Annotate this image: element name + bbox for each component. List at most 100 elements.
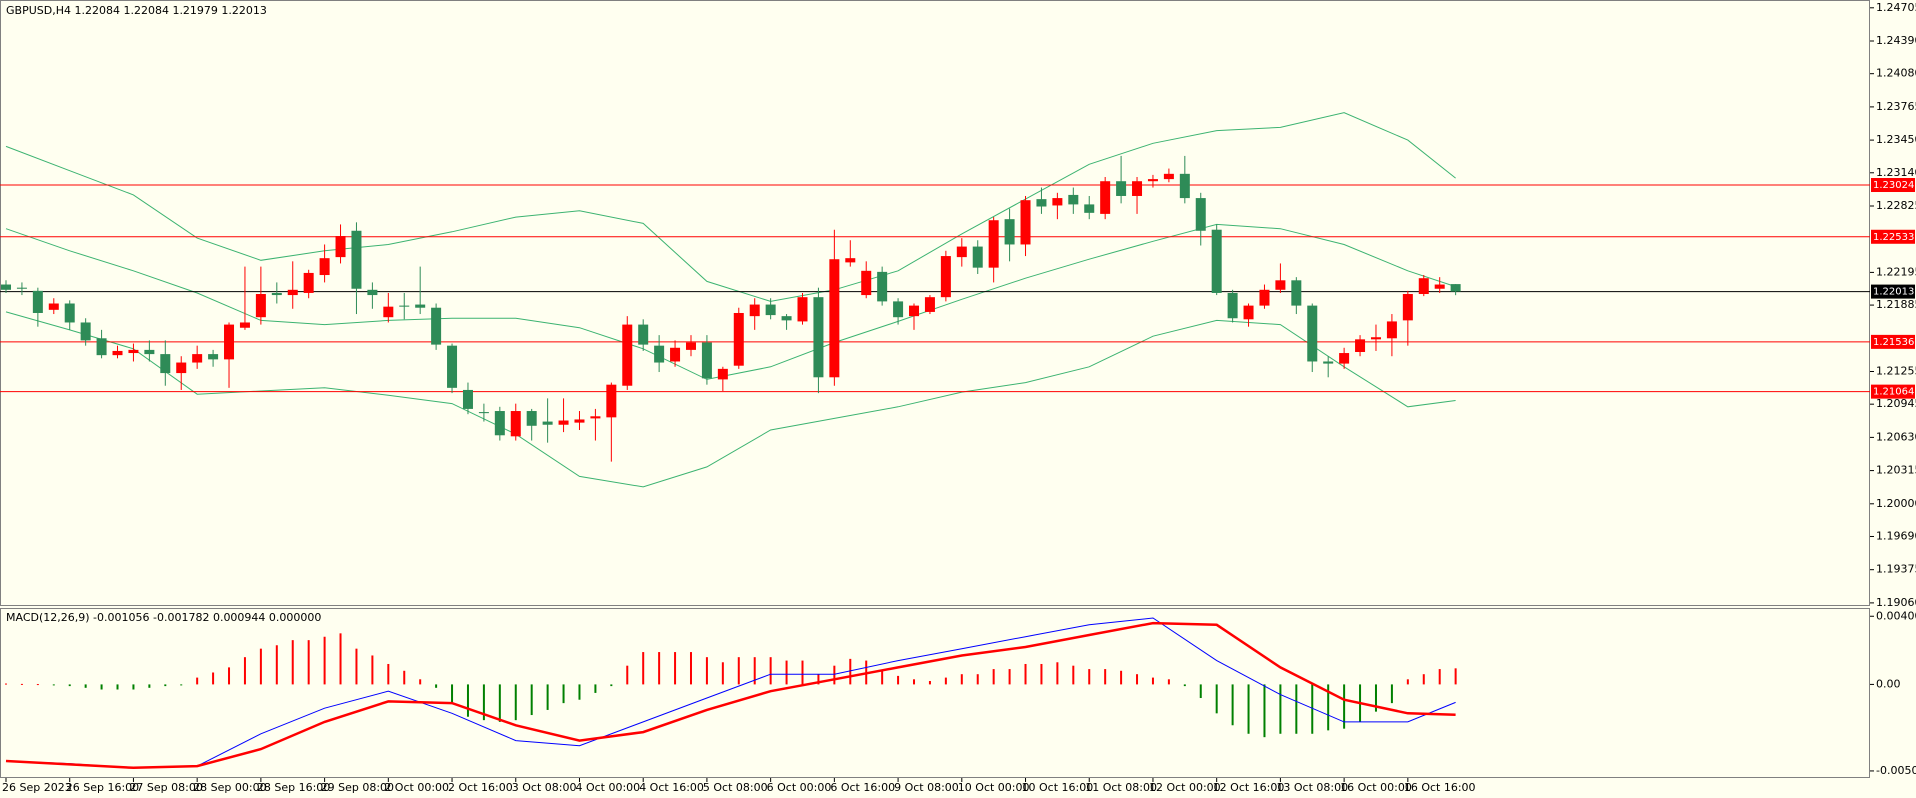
x-tick-label: 4 Oct 16:00 bbox=[639, 781, 704, 794]
candle-body bbox=[1052, 198, 1063, 206]
candle-body bbox=[303, 272, 314, 293]
candle-body bbox=[271, 292, 282, 296]
histogram-bar bbox=[833, 665, 836, 685]
histogram-bar bbox=[371, 655, 374, 685]
x-tick-label: 3 Oct 08:00 bbox=[512, 781, 577, 794]
candle-body bbox=[96, 338, 107, 356]
candle-body bbox=[208, 354, 219, 360]
histogram-bar bbox=[578, 684, 581, 700]
candle-body bbox=[112, 350, 123, 356]
candle-body bbox=[972, 246, 983, 268]
candle-body bbox=[574, 419, 585, 423]
histogram-bar bbox=[1199, 684, 1202, 699]
candle-body bbox=[239, 322, 250, 328]
candle-body bbox=[16, 287, 27, 289]
candle-body bbox=[1434, 284, 1445, 289]
candle-body bbox=[606, 384, 617, 418]
histogram-bar bbox=[291, 640, 294, 685]
histogram-bar bbox=[1056, 662, 1059, 685]
histogram-bar bbox=[721, 662, 724, 685]
candle-body bbox=[383, 306, 394, 318]
y-tick-label: 1.24390 bbox=[1876, 34, 1916, 47]
histogram-bar bbox=[992, 669, 995, 685]
x-tick-label: 12 Oct 16:00 bbox=[1213, 781, 1285, 794]
candle-body bbox=[80, 322, 91, 341]
candle-body bbox=[1323, 361, 1334, 364]
candle-body bbox=[192, 354, 203, 363]
y-tick-label: 1.19690 bbox=[1876, 529, 1916, 542]
candle-body bbox=[845, 258, 856, 263]
candle-body bbox=[877, 271, 888, 302]
histogram-bar bbox=[944, 677, 947, 685]
candle-body bbox=[733, 312, 744, 366]
candle-body bbox=[781, 316, 792, 321]
y-tick-label: 1.22195 bbox=[1876, 265, 1916, 278]
x-tick-label: 16 Oct 00:00 bbox=[1340, 781, 1412, 794]
histogram-bar bbox=[1279, 684, 1282, 734]
candle-body bbox=[622, 324, 633, 386]
histogram-bar bbox=[817, 674, 820, 685]
histogram-bar bbox=[849, 658, 852, 685]
candle-body bbox=[717, 368, 728, 380]
candle-body bbox=[654, 345, 665, 363]
level-label-bg bbox=[1871, 284, 1915, 299]
histogram-bar bbox=[196, 677, 199, 685]
candle-body bbox=[1004, 219, 1015, 245]
candle-body bbox=[510, 411, 521, 437]
level-label-bg bbox=[1871, 229, 1915, 244]
candle-body bbox=[287, 289, 298, 296]
candle-body bbox=[255, 294, 266, 318]
candle-body bbox=[1402, 294, 1413, 321]
x-tick-label: 6 Oct 00:00 bbox=[767, 781, 832, 794]
candle-body bbox=[1450, 284, 1461, 292]
macd-panel bbox=[0, 608, 1870, 778]
candle-body bbox=[1355, 339, 1366, 352]
histogram-bar bbox=[451, 684, 454, 704]
candle-body bbox=[909, 305, 920, 317]
histogram-bar bbox=[546, 684, 549, 710]
histogram-bar bbox=[658, 652, 661, 685]
x-tick-label: 13 Oct 08:00 bbox=[1276, 781, 1348, 794]
candle-body bbox=[1243, 305, 1254, 320]
indicator-line bbox=[5, 621, 1456, 770]
histogram-bar bbox=[1406, 679, 1409, 685]
candle-body bbox=[749, 304, 760, 317]
histogram-bar bbox=[68, 684, 71, 687]
histogram-bar bbox=[243, 657, 246, 685]
y-tick-label: 1.23450 bbox=[1876, 133, 1916, 146]
histogram-bar bbox=[897, 675, 900, 685]
candle-body bbox=[861, 270, 872, 296]
level-label: 1.22013 bbox=[1873, 287, 1914, 298]
level-label: 1.21064 bbox=[1873, 387, 1914, 398]
histogram-bar bbox=[180, 684, 183, 686]
histogram-bar bbox=[1040, 663, 1043, 685]
level-label: 1.21536 bbox=[1873, 337, 1914, 348]
x-tick-label: 6 Oct 16:00 bbox=[830, 781, 895, 794]
x-tick-label: 28 Sep 16:00 bbox=[257, 781, 330, 794]
histogram-bar bbox=[323, 636, 326, 685]
y-tick-label: 1.20945 bbox=[1876, 397, 1916, 410]
candle-body bbox=[367, 289, 378, 296]
candle-body bbox=[893, 301, 904, 318]
histogram-bar bbox=[164, 684, 167, 687]
histogram-bar bbox=[212, 672, 215, 685]
candle-body bbox=[1275, 280, 1286, 290]
histogram-bar bbox=[148, 684, 151, 688]
candle-body bbox=[1418, 278, 1429, 295]
candle-body bbox=[1163, 173, 1174, 180]
candle-body bbox=[1084, 204, 1095, 213]
candle-body bbox=[1179, 173, 1190, 199]
histogram-bar bbox=[1136, 674, 1139, 685]
histogram-bar bbox=[387, 663, 390, 685]
candle-body bbox=[64, 303, 75, 323]
main-panel bbox=[0, 0, 1870, 606]
candle-body bbox=[1211, 229, 1222, 293]
candle-body bbox=[1, 284, 11, 290]
candle-body bbox=[813, 297, 824, 378]
histogram-bar bbox=[1311, 684, 1314, 734]
x-tick-label: 2 Oct 16:00 bbox=[448, 781, 513, 794]
histogram-bar bbox=[1183, 684, 1186, 687]
histogram-bar bbox=[482, 684, 485, 721]
